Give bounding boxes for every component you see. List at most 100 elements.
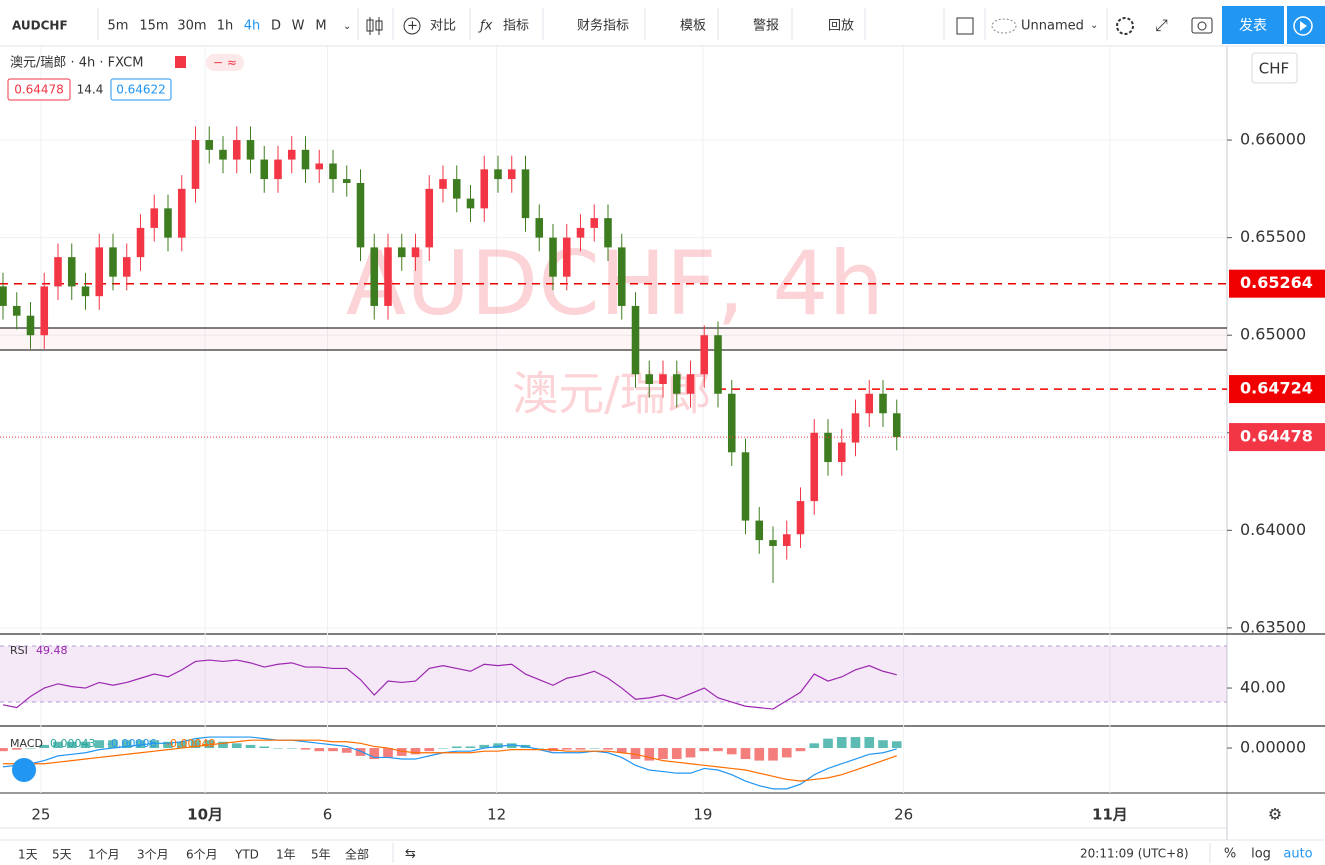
macd-histogram-bar — [286, 748, 297, 749]
tool[interactable]: 财务指标 — [577, 18, 629, 34]
range[interactable]: 1天 — [18, 848, 38, 862]
bid-box — [7, 78, 71, 101]
toggle-icon: − ≈ — [213, 56, 237, 70]
x-tick-label: 25 — [31, 806, 50, 824]
spread: 14.4 — [77, 83, 104, 97]
y-tick-label: 40.00 — [1240, 678, 1286, 697]
scale-mode[interactable]: % — [1224, 847, 1236, 862]
candle-body — [109, 247, 117, 277]
ask-box — [110, 78, 172, 101]
rsi-band — [0, 646, 1227, 703]
candle-body — [466, 198, 475, 209]
publish-button[interactable] — [1222, 6, 1284, 44]
toolbar — [0, 0, 1325, 46]
fullscreen-icon[interactable]: ⤢ — [1155, 16, 1168, 35]
range[interactable]: 全部 — [345, 847, 369, 862]
macd-histogram-bar — [575, 748, 586, 750]
candle-body — [260, 159, 269, 180]
macd-histogram-bar — [314, 748, 325, 752]
macd-value: -0.00049 — [166, 737, 215, 750]
macd-histogram-bar — [644, 748, 655, 761]
layout-name[interactable]: Unnamed — [1021, 19, 1084, 34]
range[interactable]: 1个月 — [88, 848, 120, 862]
candle-body — [287, 149, 296, 160]
interval[interactable]: W — [292, 19, 305, 34]
candle-body — [507, 169, 516, 180]
macd-histogram-bar — [823, 738, 833, 749]
range[interactable]: 5天 — [52, 848, 72, 862]
candle-body — [274, 159, 282, 180]
play-button[interactable] — [1287, 6, 1325, 44]
macd-histogram-bar — [369, 748, 380, 760]
macd-histogram-bar — [94, 740, 105, 749]
symbol[interactable]: AUDCHF — [12, 19, 68, 33]
candle-body — [480, 169, 489, 209]
indicator-icon: ƒx — [477, 19, 493, 34]
macd-histogram-bar — [891, 741, 902, 749]
interval[interactable]: 1h — [217, 19, 234, 34]
range[interactable]: 5年 — [311, 848, 331, 862]
candle-icon[interactable] — [366, 17, 383, 35]
fullscreen-select[interactable] — [956, 17, 974, 35]
macd-histogram-bar — [451, 746, 462, 749]
x-tick-label: 6 — [323, 806, 333, 824]
candle-body — [136, 227, 145, 258]
candle-body — [796, 501, 805, 535]
interval[interactable]: 5m — [108, 19, 129, 34]
interval[interactable]: 4h — [244, 19, 261, 34]
macd-histogram-bar — [176, 741, 187, 749]
publish-label[interactable]: 发表 — [1239, 18, 1267, 34]
tool[interactable]: 指标 — [503, 19, 529, 34]
snapshot-icon[interactable] — [1191, 17, 1213, 34]
candle-body — [631, 305, 640, 375]
plot-layer: 25 10月 6 12 19 26 11月 0.66000 0.65500 0.65000 0.64… — [0, 46, 1325, 840]
scale-mode[interactable]: auto — [1283, 847, 1312, 862]
y-tick-label: 0.63500 — [1240, 617, 1306, 636]
macd-histogram-bar — [740, 748, 751, 760]
toggle[interactable] — [206, 54, 244, 71]
range[interactable]: 1年 — [276, 848, 296, 862]
range[interactable]: 6个月 — [186, 848, 218, 862]
candle-body — [315, 163, 324, 170]
macd-value: -0.00006 — [107, 737, 156, 750]
macd-histogram-bar — [53, 741, 63, 749]
candle-body — [205, 140, 214, 150]
macd-histogram-bar — [713, 748, 723, 752]
macd-histogram-bar — [259, 746, 270, 749]
macd-histogram-bar — [66, 741, 77, 749]
candle-body — [700, 335, 709, 375]
tool[interactable]: 对比 — [430, 19, 456, 34]
series-legend: 澳元/瑞郎 · 4h · FXCM — [10, 55, 143, 71]
snapshot-lens — [1197, 21, 1207, 31]
tool[interactable]: 模板 — [680, 19, 706, 34]
candle-body — [521, 169, 530, 219]
macd-histogram-bar — [630, 748, 641, 760]
currency[interactable]: CHF — [1259, 60, 1289, 78]
interval-menu[interactable]: ⌄ — [343, 21, 351, 32]
interval[interactable]: 30m — [177, 19, 206, 34]
rsi-value: 49.48 — [36, 644, 68, 657]
axis-settings[interactable]: ⚙ — [1268, 805, 1282, 824]
macd-histogram-bar — [671, 748, 682, 760]
tool[interactable]: 警报 — [753, 18, 779, 34]
interval[interactable]: M — [315, 19, 326, 34]
tool[interactable]: 回放 — [828, 19, 854, 34]
interval[interactable]: D — [271, 19, 281, 34]
candle-body — [604, 218, 612, 248]
x-tick-label: 19 — [693, 806, 712, 824]
layout-menu[interactable]: ⌄ — [1090, 20, 1098, 31]
macd-histogram-bar — [493, 743, 503, 749]
macd-histogram-bar — [424, 748, 435, 752]
settings-icon[interactable] — [1116, 17, 1134, 35]
scale-mode[interactable]: log — [1251, 847, 1271, 862]
currency-box[interactable] — [1251, 52, 1298, 84]
candle-body — [782, 534, 791, 546]
range[interactable]: 3个月 — [137, 848, 169, 862]
goto-date-icon[interactable]: ⇆ — [405, 847, 416, 862]
candle-body — [576, 227, 585, 238]
tv-logo — [12, 758, 36, 782]
macd-histogram-bar — [80, 741, 91, 749]
range[interactable]: YTD — [234, 848, 259, 862]
interval[interactable]: 15m — [139, 19, 168, 34]
price-label-box — [1229, 423, 1325, 452]
